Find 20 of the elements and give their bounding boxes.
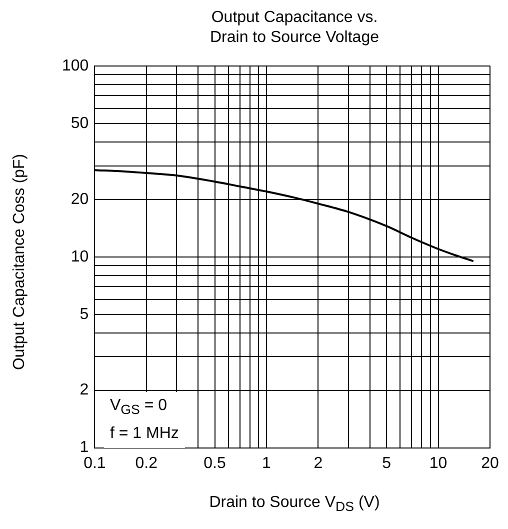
x-tick-label: 2 [314, 454, 323, 472]
x-tick-label: 5 [382, 454, 392, 472]
y-tick-label: 50 [70, 114, 89, 132]
x-axis-title: Drain to Source V$_{DS}$ (V) [208, 494, 381, 514]
x-tick-label: 0.2 [135, 454, 158, 472]
y-tick-label: 1 [80, 439, 89, 456]
y-tick-label: 100 [62, 57, 89, 74]
y-axis-title: Output Capacitance Coss (pF) [11, 154, 29, 370]
chart-title: Output Capacitance vs. Drain to Source Voltage [209, 8, 380, 48]
y-tick-label: 5 [80, 306, 89, 323]
x-tick-label: 10 [429, 454, 448, 472]
x-tick-label: 1 [262, 454, 272, 472]
annotation: V$_{GS}$ = 0 [110, 397, 168, 418]
x-tick-label: 20 [481, 454, 499, 472]
x-tick-label: 0.5 [204, 454, 226, 472]
y-tick-label: 10 [70, 248, 89, 266]
y-tick-label: 20 [70, 190, 89, 208]
x-tick-label: 0.1 [84, 454, 106, 472]
annotation: f = 1 MHz [110, 425, 179, 442]
y-tick-label: 2 [80, 382, 89, 399]
